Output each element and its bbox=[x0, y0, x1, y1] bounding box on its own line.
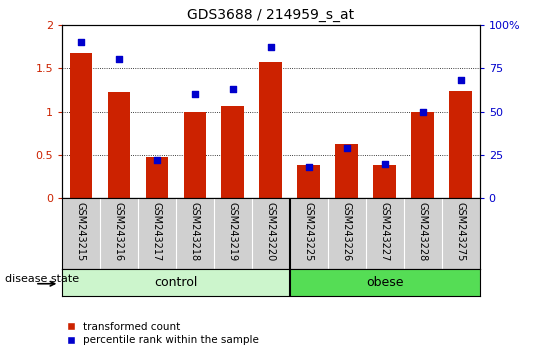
Point bbox=[381, 161, 389, 166]
Bar bbox=[222, 106, 244, 198]
Bar bbox=[411, 112, 434, 198]
Bar bbox=[374, 165, 396, 198]
Text: GSM243215: GSM243215 bbox=[76, 202, 86, 261]
Text: GSM243228: GSM243228 bbox=[418, 202, 428, 261]
Bar bbox=[70, 52, 92, 198]
Bar bbox=[450, 91, 472, 198]
Bar bbox=[290, 269, 480, 296]
Point bbox=[305, 164, 313, 170]
Bar bbox=[146, 156, 168, 198]
Text: disease state: disease state bbox=[5, 274, 80, 284]
Text: GSM243225: GSM243225 bbox=[304, 202, 314, 261]
Point bbox=[115, 57, 123, 62]
Legend: transformed count, percentile rank within the sample: transformed count, percentile rank withi… bbox=[67, 322, 259, 345]
Title: GDS3688 / 214959_s_at: GDS3688 / 214959_s_at bbox=[187, 8, 355, 22]
Point bbox=[342, 145, 351, 151]
Text: GSM243219: GSM243219 bbox=[228, 202, 238, 261]
Point bbox=[153, 157, 161, 163]
Text: GSM243216: GSM243216 bbox=[114, 202, 124, 261]
Bar bbox=[298, 165, 320, 198]
Point bbox=[77, 39, 85, 45]
Text: obese: obese bbox=[366, 276, 404, 289]
Point bbox=[418, 109, 427, 114]
Text: GSM243217: GSM243217 bbox=[152, 202, 162, 261]
Bar bbox=[62, 269, 290, 296]
Text: GSM243227: GSM243227 bbox=[380, 202, 390, 261]
Bar bbox=[183, 112, 206, 198]
Text: GSM243275: GSM243275 bbox=[455, 202, 466, 261]
Point bbox=[229, 86, 237, 92]
Text: GSM243218: GSM243218 bbox=[190, 202, 200, 261]
Bar bbox=[335, 144, 358, 198]
Point bbox=[191, 91, 199, 97]
Text: GSM243226: GSM243226 bbox=[342, 202, 352, 261]
Bar bbox=[259, 62, 282, 198]
Point bbox=[266, 45, 275, 50]
Bar bbox=[108, 92, 130, 198]
Text: control: control bbox=[154, 276, 198, 289]
Text: GSM243220: GSM243220 bbox=[266, 202, 276, 261]
Point bbox=[457, 78, 465, 83]
